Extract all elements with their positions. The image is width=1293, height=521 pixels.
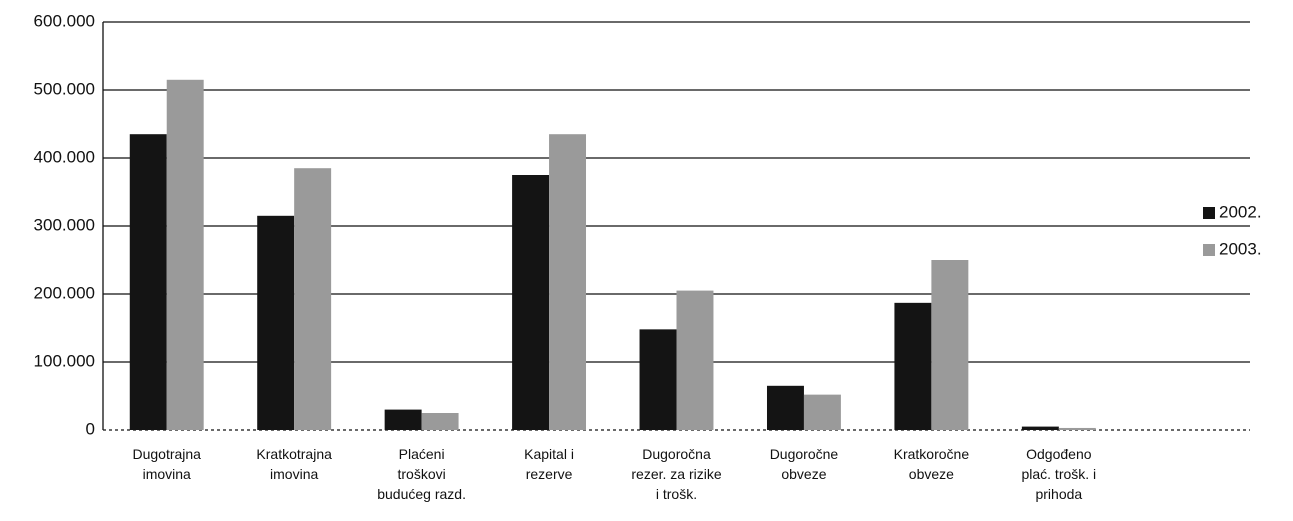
- x-tick-label: Kratkotrajna imovina: [256, 446, 332, 482]
- bar: [676, 290, 714, 430]
- x-tick-label: Odgođeno plać. trošk. i prihoda: [1021, 446, 1097, 502]
- y-tick-label: 600.000: [34, 11, 95, 30]
- bar: [166, 79, 204, 431]
- y-tick-label: 400.000: [34, 147, 95, 166]
- bar: [549, 134, 587, 430]
- bar: [294, 168, 332, 430]
- bar: [1058, 427, 1096, 430]
- bar: [931, 260, 969, 430]
- bar: [257, 215, 295, 430]
- x-tick-label: Kapital i rezerve: [524, 446, 574, 482]
- x-tick-label: Kratkoročne obveze: [893, 446, 970, 482]
- x-tick-label: Dugoročna rezer. za rizike i trošk.: [631, 446, 722, 502]
- y-tick-label: 100.000: [34, 351, 95, 370]
- legend-swatch: [1203, 207, 1215, 219]
- x-tick-label: Dugotrajna imovina: [132, 446, 201, 482]
- y-tick-label: 300.000: [34, 215, 95, 234]
- bar: [421, 413, 459, 430]
- y-tick-label: 500.000: [34, 79, 95, 98]
- legend-label: 2002.: [1219, 202, 1262, 221]
- bar: [384, 409, 422, 430]
- y-tick-label: 0: [86, 419, 95, 438]
- legend-swatch: [1203, 244, 1215, 256]
- bar: [1021, 426, 1059, 430]
- legend-label: 2003.: [1219, 239, 1262, 258]
- bar: [803, 394, 841, 430]
- bar: [639, 329, 677, 430]
- y-tick-label: 200.000: [34, 283, 95, 302]
- x-tick-label: Dugoročne obveze: [769, 446, 839, 482]
- bar: [766, 385, 804, 430]
- bar: [894, 302, 932, 430]
- bar: [512, 175, 550, 430]
- bar: [129, 134, 167, 430]
- x-tick-label: Plaćeni troškovi budućeg razd.: [377, 446, 466, 502]
